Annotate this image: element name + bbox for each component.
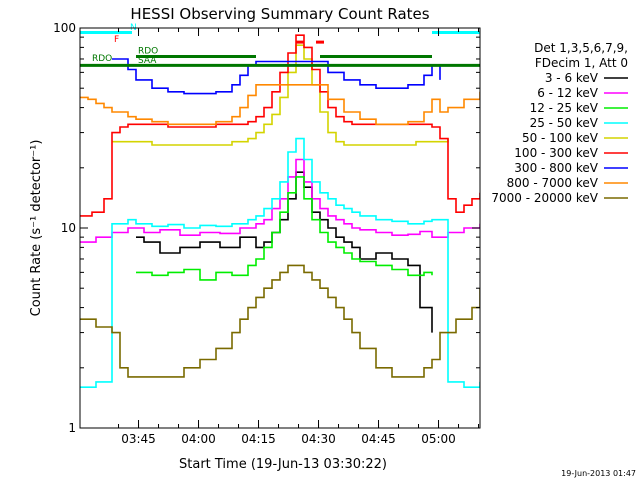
x-tick-label: 04:15 (241, 432, 276, 446)
series-line-2 (80, 158, 480, 243)
series-line-4 (80, 137, 480, 388)
legend-header-line-2: FDecim 1, Att 0 (535, 56, 628, 70)
legend: Det 1,3,5,6,7,9, FDecim 1, Att 0 3 - 6 k… (491, 41, 628, 205)
series-layer (80, 34, 480, 388)
y-axis: 1 10 100 (53, 21, 480, 435)
x-tick-label: 04:45 (361, 432, 396, 446)
series-line-6 (80, 34, 480, 217)
x-tick-label: 03:45 (121, 432, 156, 446)
x-axis: 03:45 04:00 04:15 04:30 04:45 05:00 (118, 28, 480, 446)
y-tick-label: 100 (53, 21, 76, 35)
legend-entry-label: 50 - 100 keV (522, 131, 599, 145)
x-axis-label: Start Time (19-Jun-13 03:30:22) (179, 457, 387, 472)
series-line-5 (112, 44, 449, 146)
y-tick-label: 1 (68, 421, 76, 435)
legend-entry-label: 300 - 800 keV (514, 161, 598, 175)
date-stamp: 19-Jun-2013 01:47 (561, 469, 636, 478)
legend-header-line-1: Det 1,3,5,6,7,9, (534, 41, 628, 55)
chart-title: HESSI Observing Summary Count Rates (130, 5, 429, 23)
flare-flag-label: F (114, 35, 119, 45)
series-line-9 (80, 264, 480, 378)
rdo-label: RDO (92, 54, 112, 64)
y-axis-label: Count Rate (s⁻¹ detector⁻¹) (29, 140, 44, 317)
y-tick-label: 10 (61, 221, 76, 235)
legend-entry-label: 12 - 25 keV (530, 101, 599, 115)
saa-flag-label: SAA (138, 56, 157, 66)
x-tick-label: 05:00 (421, 432, 456, 446)
series-line-8 (80, 84, 480, 126)
series-line-3 (136, 176, 433, 281)
rdo-label: RDO (138, 47, 158, 57)
x-tick-label: 04:30 (301, 432, 336, 446)
legend-entry-label: 3 - 6 keV (545, 71, 599, 85)
x-tick-label: 04:00 (181, 432, 216, 446)
legend-entry-label: 6 - 12 keV (537, 86, 599, 100)
series-line-1 (136, 171, 433, 333)
legend-entry-label: 7000 - 20000 keV (491, 191, 598, 205)
legend-entry-label: 25 - 50 keV (530, 116, 599, 130)
legend-entry-label: 100 - 300 keV (514, 146, 598, 160)
legend-entry-label: 800 - 7000 keV (507, 176, 599, 190)
